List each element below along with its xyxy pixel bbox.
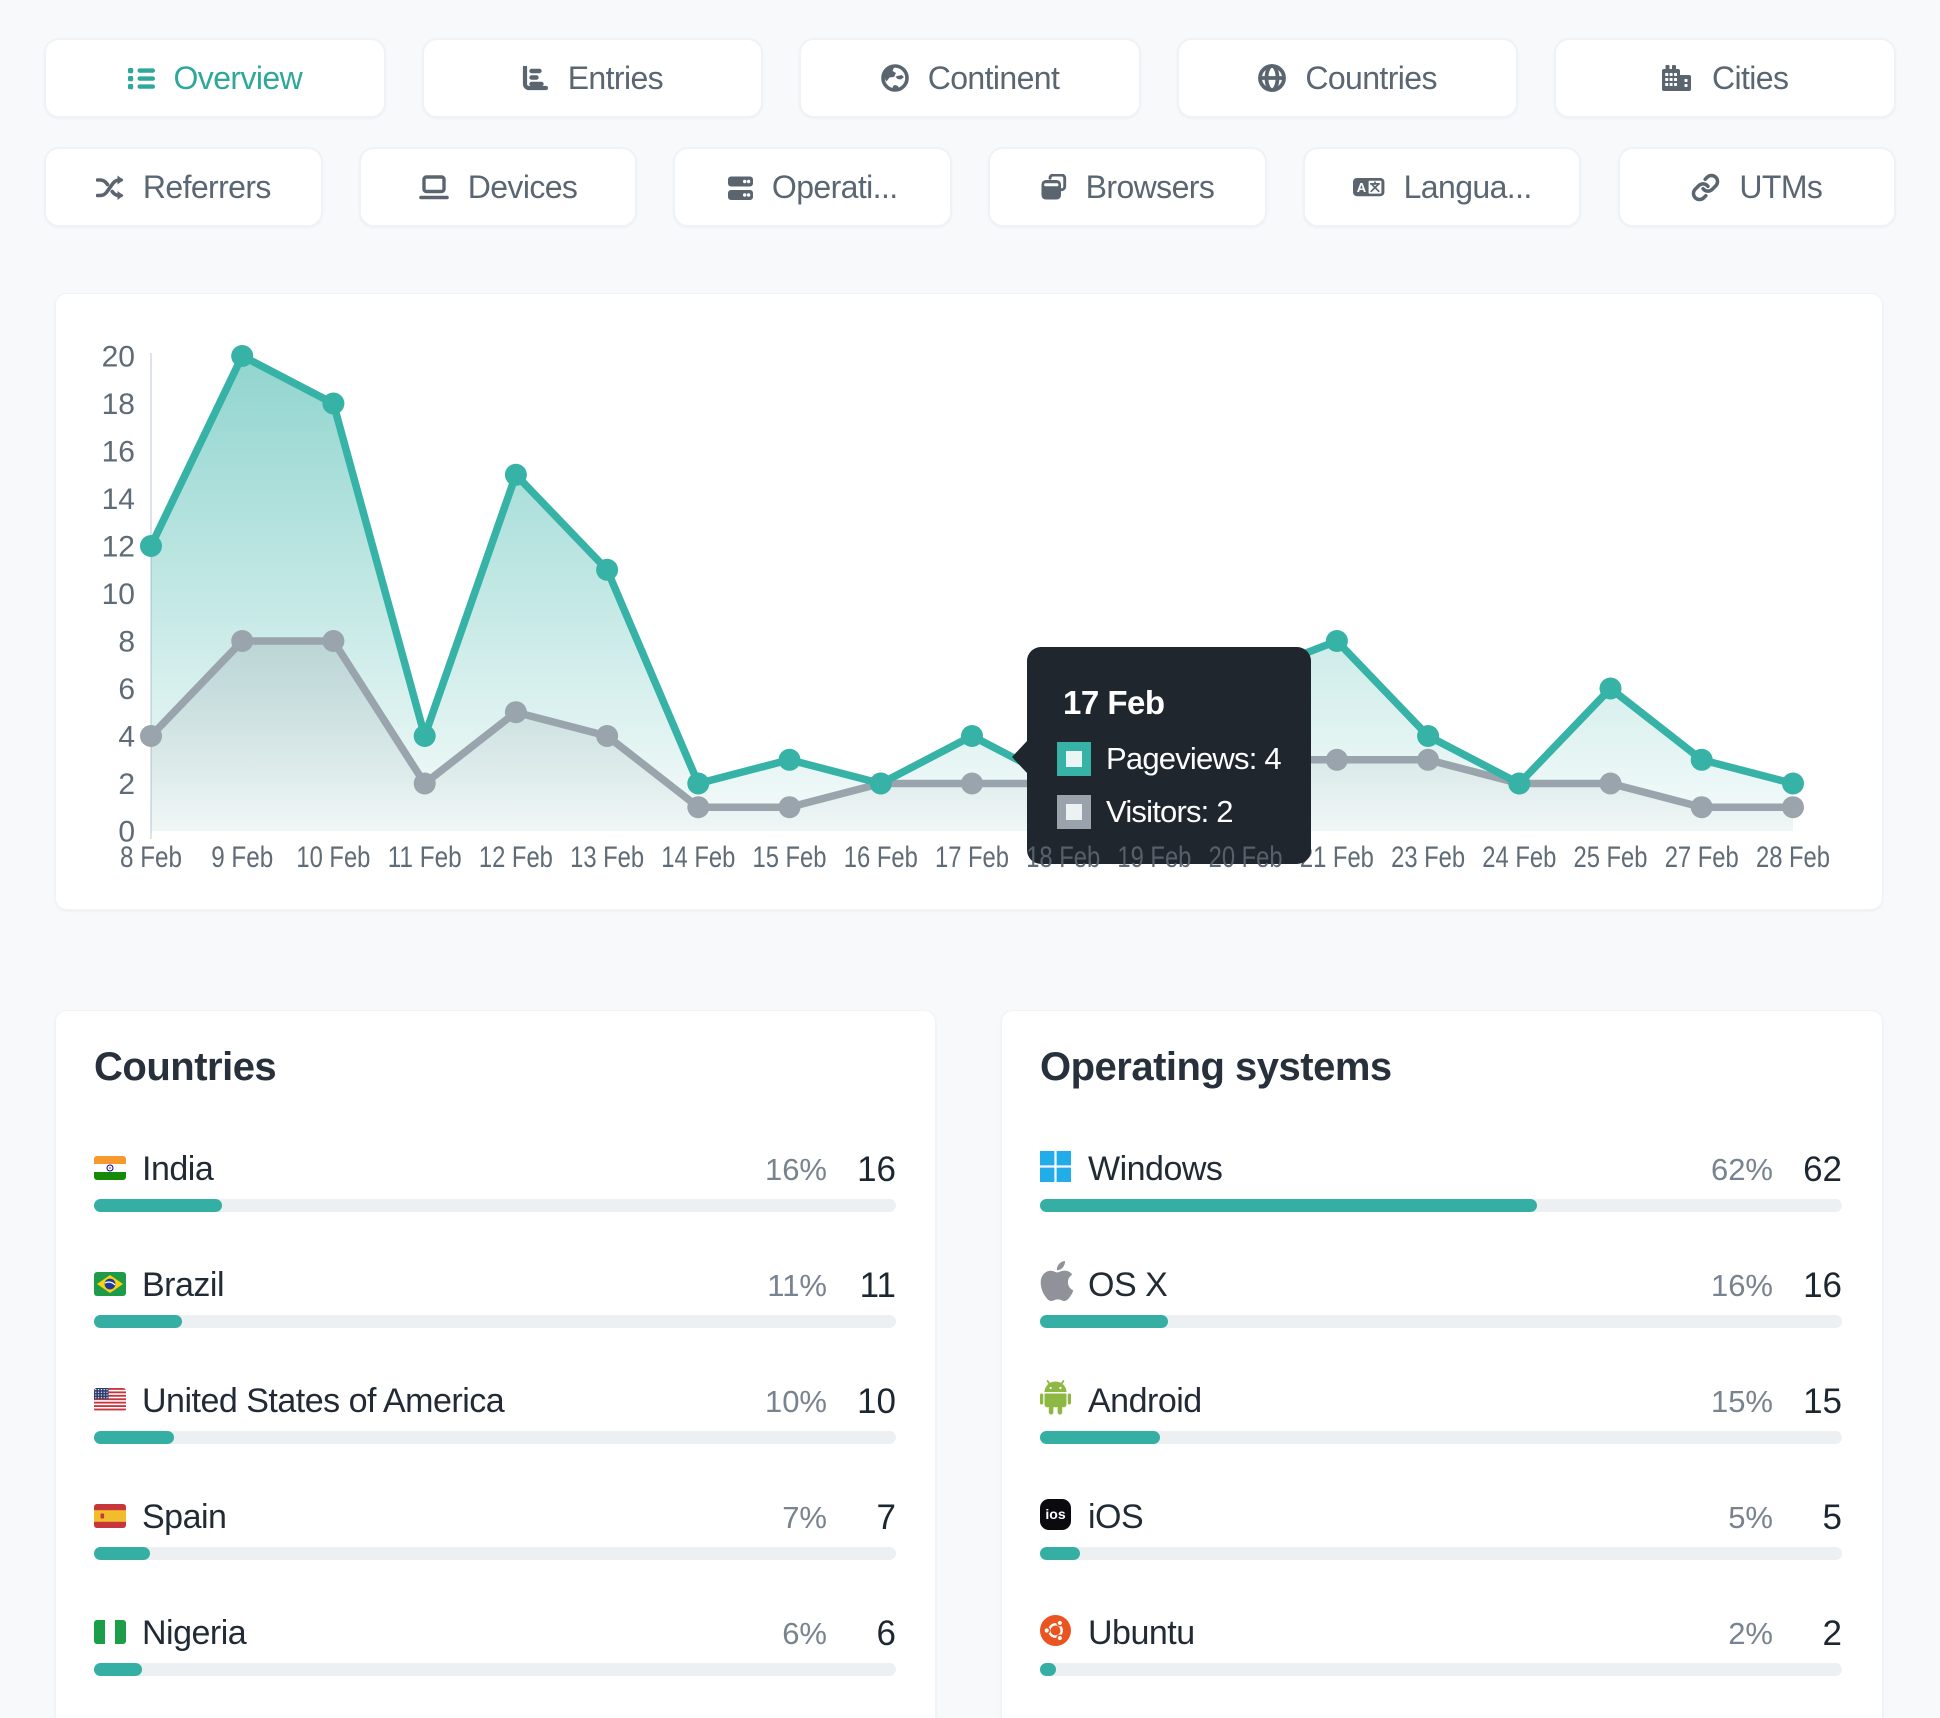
svg-text:21 Feb: 21 Feb [1300,841,1374,874]
svg-text:4: 4 [118,721,135,754]
svg-text:25 Feb: 25 Feb [1574,841,1648,874]
svg-text:14 Feb: 14 Feb [661,841,735,874]
svg-text:28 Feb: 28 Feb [1756,841,1830,874]
svg-text:19 Feb: 19 Feb [1117,841,1191,864]
svg-text:16 Feb: 16 Feb [844,841,918,874]
svg-text:11 Feb: 11 Feb [388,841,462,874]
svg-text:8: 8 [118,626,135,659]
svg-text:20: 20 [102,341,135,374]
svg-text:10 Feb: 10 Feb [296,841,370,874]
svg-text:12: 12 [102,531,135,564]
svg-text:10: 10 [102,578,135,611]
svg-text:20 Feb: 20 Feb [1209,841,1283,864]
svg-text:13 Feb: 13 Feb [570,841,644,874]
svg-text:2: 2 [118,768,135,801]
svg-text:14: 14 [102,483,135,516]
svg-text:17 Feb: 17 Feb [935,841,1009,874]
svg-text:18: 18 [102,388,135,421]
svg-text:12 Feb: 12 Feb [479,841,553,874]
svg-text:A: A [1356,180,1366,195]
svg-text:6: 6 [118,673,135,706]
svg-text:9 Feb: 9 Feb [211,841,273,874]
svg-text:27 Feb: 27 Feb [1665,841,1739,874]
svg-text:23 Feb: 23 Feb [1391,841,1465,874]
svg-text:24 Feb: 24 Feb [1482,841,1556,874]
svg-text:18 Feb: 18 Feb [1027,841,1100,864]
svg-text:16: 16 [102,436,135,469]
svg-text:0: 0 [118,816,135,849]
svg-text:15 Feb: 15 Feb [753,841,827,874]
svg-text:8 Feb: 8 Feb [120,841,182,874]
